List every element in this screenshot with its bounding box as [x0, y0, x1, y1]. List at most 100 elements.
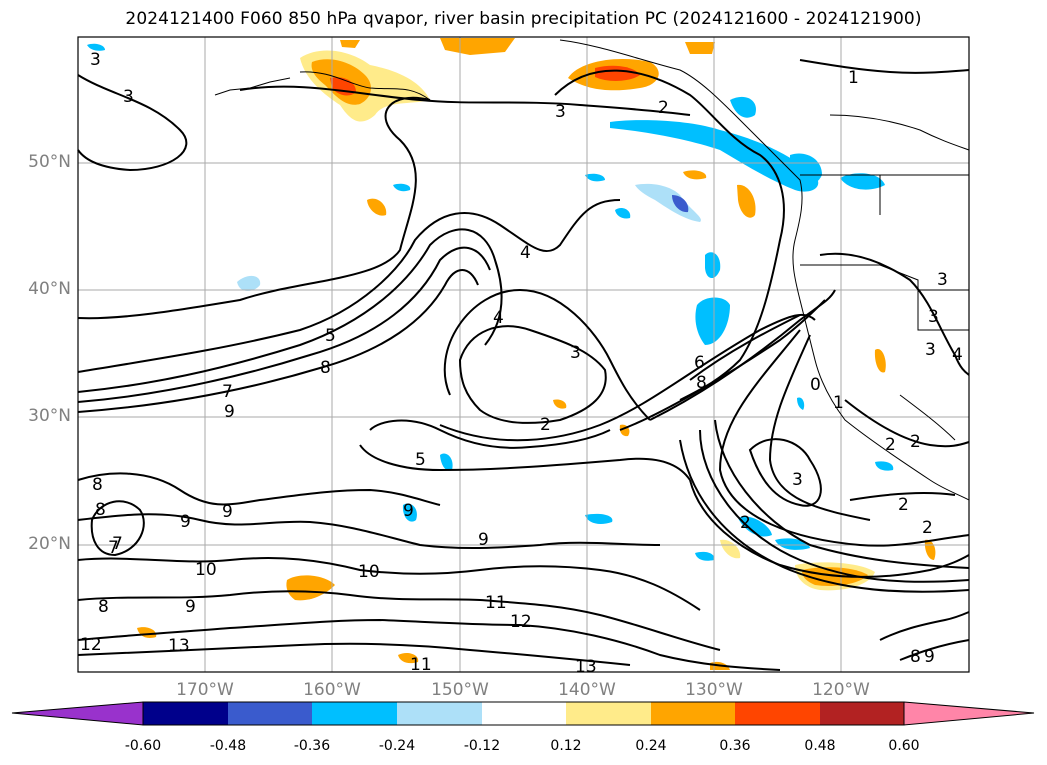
contour-label: 8 [98, 597, 109, 617]
colorbar-tick-label: 0.24 [635, 738, 667, 754]
contour-label: 2 [910, 432, 921, 452]
contour-label: 9 [224, 402, 235, 422]
colorbar-tick-label: -0.48 [209, 738, 247, 754]
contour-label: 9 [924, 647, 935, 667]
shade-negative [875, 461, 894, 471]
map-frame [77, 36, 970, 673]
lat-label-40n: 40°N [28, 279, 71, 299]
qvapor-contours [77, 59, 970, 671]
contour-label: 11 [410, 655, 432, 675]
contour-label: 12 [80, 635, 102, 655]
shade-positive [874, 349, 886, 373]
shade-positive [137, 627, 157, 638]
colorbar-swatch [312, 702, 397, 725]
contour-label: 4 [493, 308, 504, 328]
lon-label-120w: 120°W [812, 680, 870, 700]
colorbar-tick-label: 0.36 [719, 738, 751, 754]
contour-label: 8 [95, 500, 106, 520]
lat-label-50n: 50°N [28, 152, 71, 172]
contour-label: 9 [222, 502, 233, 522]
shade-positive [685, 42, 715, 54]
contour-label: 0 [810, 375, 821, 395]
shade-negative [775, 538, 810, 550]
contour-label: 4 [952, 345, 963, 365]
contour-label: 7 [222, 382, 233, 402]
colorbar-swatch [735, 702, 820, 725]
shade-positive [340, 40, 360, 48]
contour-label: 8 [92, 475, 103, 495]
shade-negative [840, 173, 885, 190]
contour-label: 3 [928, 307, 939, 327]
shade-positive [737, 184, 756, 218]
contour-label: 13 [575, 657, 597, 677]
contour-label: 8 [910, 647, 921, 667]
contour-label: 1 [833, 393, 844, 413]
colorbar-tick-label: 0.12 [550, 738, 582, 754]
shade-negative [695, 297, 730, 345]
shade-positive [398, 652, 419, 664]
shade-negative [672, 195, 689, 213]
map-title: 2024121400 F060 850 hPa qvapor, river ba… [125, 9, 922, 29]
contour-label: 5 [415, 450, 426, 470]
contour-label: 2 [740, 513, 751, 533]
colorbar-swatch [228, 702, 312, 725]
contour-label: 9 [403, 501, 414, 521]
colorbar-swatch [566, 702, 651, 725]
contour-label: 10 [195, 560, 217, 580]
shade-negative [730, 96, 756, 118]
colorbar-swatch [143, 702, 228, 725]
shade-negative [87, 43, 105, 51]
contour-label: 3 [555, 102, 566, 122]
shade-negative [705, 252, 721, 279]
contour-label: 2 [885, 435, 896, 455]
colorbar-tick-label: 0.60 [888, 738, 920, 754]
shade-positive [286, 575, 335, 601]
colorbar-swatch [820, 702, 904, 725]
contour-label: 11 [485, 593, 507, 613]
shade-negative [237, 275, 261, 291]
shade-negative [695, 551, 715, 561]
contour-label: 8 [696, 373, 707, 393]
shade-positive [367, 198, 387, 216]
contour-label: 3 [937, 270, 948, 290]
colorbar-tick-label: 0.48 [804, 738, 836, 754]
contour-label-layer: 1 2 3 2 3 3 4 4 3 5 8 7 9 2 5 6 8 0 1 2 … [80, 50, 963, 677]
shade-positive [440, 38, 515, 55]
lon-label-150w: 150°W [431, 680, 489, 700]
coastlines [214, 39, 970, 501]
contour-label: 3 [123, 87, 134, 107]
shade-positive [720, 539, 741, 559]
shade-negative [610, 120, 819, 192]
colorbar-tick-label: -0.60 [124, 738, 162, 754]
contour-label: 7 [108, 538, 119, 558]
colorbar-swatch [651, 702, 735, 725]
lon-label-170w: 170°W [176, 680, 234, 700]
contour-label: 2 [898, 495, 909, 515]
colorbar-tick-label: -0.36 [293, 738, 331, 754]
colorbar [11, 701, 1035, 726]
contour-label: 2 [922, 518, 933, 538]
shade-negative [738, 516, 772, 537]
colorbar-tick-label: -0.24 [378, 738, 416, 754]
lat-label-30n: 30°N [28, 406, 71, 426]
lon-label-140w: 140°W [558, 680, 616, 700]
lat-label-20n: 20°N [28, 534, 71, 554]
contour-label: 8 [320, 358, 331, 378]
colorbar-extend-high [903, 701, 1035, 726]
contour-label: 3 [90, 50, 101, 70]
contour-label: 13 [168, 636, 190, 656]
colorbar-extend-low [11, 701, 144, 726]
shade-negative [585, 513, 613, 524]
contour-label: 6 [694, 353, 705, 373]
shade-negative [790, 153, 822, 186]
shade-positive [553, 399, 567, 409]
contour-label: 9 [478, 530, 489, 550]
shade-negative [393, 183, 411, 192]
contour-label: 4 [520, 243, 531, 263]
shade-negative [797, 397, 805, 410]
contour-label: 5 [325, 326, 336, 346]
shade-negative [440, 453, 453, 471]
colorbar-swatch [482, 702, 566, 725]
lon-label-160w: 160°W [303, 680, 361, 700]
